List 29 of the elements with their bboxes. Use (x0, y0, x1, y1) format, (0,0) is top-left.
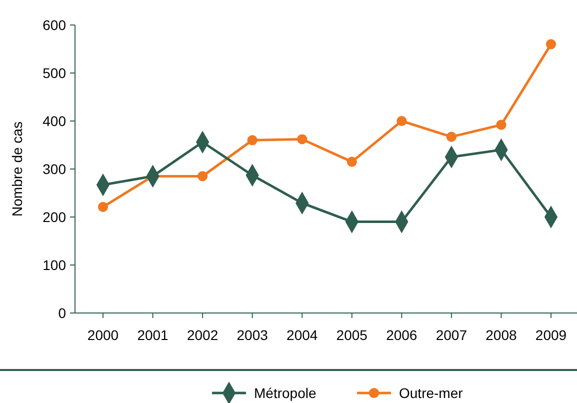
y-tick-label: 500 (42, 64, 66, 81)
point (546, 39, 556, 50)
x-tick-label: 2009 (535, 327, 567, 343)
y-tick-label: 300 (42, 160, 66, 177)
x-tick-label: 2000 (87, 327, 119, 343)
x-tick-label: 2001 (137, 327, 169, 343)
x-tick-label: 2008 (486, 327, 518, 343)
legend-label: Métropole (254, 384, 316, 401)
y-tick-label: 400 (42, 112, 66, 129)
point (396, 116, 407, 126)
x-tick-label: 2007 (436, 327, 468, 343)
point (98, 202, 108, 212)
y-tick-label: 200 (42, 208, 66, 225)
point (247, 135, 258, 146)
x-tick-label: 2006 (386, 327, 418, 343)
y-tick-label: 600 (42, 16, 66, 33)
point (198, 171, 208, 182)
point (297, 134, 308, 144)
y-axis-title: Nombre de cas (9, 122, 25, 216)
legend-label: Outre-mer (399, 384, 464, 401)
y-tick-label: 0 (58, 304, 66, 321)
x-tick-label: 2004 (286, 327, 318, 343)
point (446, 132, 456, 142)
x-tick-label: 2005 (336, 327, 368, 343)
x-tick-label: 2002 (186, 327, 218, 343)
y-tick-label: 100 (42, 256, 66, 273)
x-tick-label: 2003 (236, 327, 268, 343)
point (346, 156, 357, 167)
point (496, 120, 506, 130)
